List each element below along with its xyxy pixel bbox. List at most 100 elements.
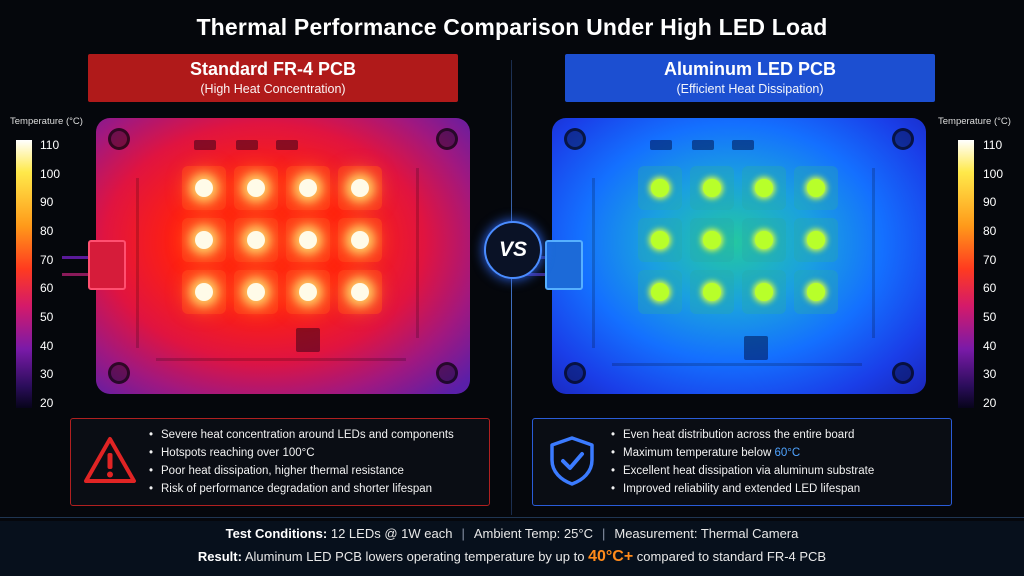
led-core [755, 179, 773, 197]
temperature-tick: 90 [983, 195, 997, 210]
led-hotspot [182, 270, 226, 314]
led-hotspot [638, 218, 682, 262]
temperature-ticks-right: 110 100 90 80 70 60 50 40 30 20 [983, 135, 1015, 413]
aluminum-subheading: (Efficient Heat Dissipation) [676, 82, 824, 96]
led-hotspot [286, 218, 330, 262]
temperature-scale-bar-right [958, 140, 974, 408]
footer: Test Conditions: 12 LEDs @ 1W each | Ambie… [0, 521, 1024, 576]
mounting-hole [564, 128, 586, 150]
list-item: Excellent heat dissipation via aluminum … [611, 462, 874, 480]
led-hotspot [794, 218, 838, 262]
temperature-tick: 100 [983, 166, 1004, 181]
led-core [755, 283, 773, 301]
led-core [247, 179, 265, 197]
led-core [755, 231, 773, 249]
led-hotspot [338, 166, 382, 210]
temperature-tick: 60 [983, 281, 997, 296]
fr4-wires [62, 256, 92, 276]
led-core [651, 231, 669, 249]
mounting-hole [892, 362, 914, 384]
aluminum-connector [545, 240, 583, 290]
condition-measurement: Measurement: Thermal Camera [614, 526, 799, 541]
led-hotspot [286, 270, 330, 314]
led-core [195, 283, 213, 301]
led-hotspot [794, 166, 838, 210]
led-hotspot [234, 166, 278, 210]
pcb-trace [612, 363, 862, 366]
led-hotspot [338, 270, 382, 314]
mounting-hole [564, 362, 586, 384]
max-temp-value: 60°C [774, 447, 801, 459]
led-core [299, 283, 317, 301]
led-core [651, 283, 669, 301]
fr4-banner: Standard FR-4 PCB (High Heat Concentrati… [88, 54, 458, 102]
led-hotspot [742, 218, 786, 262]
led-core [195, 231, 213, 249]
temperature-tick: 20 [40, 396, 54, 410]
pcb-trace [592, 178, 595, 348]
footer-divider [0, 517, 1024, 518]
list-item: Even heat distribution across the entire… [611, 426, 874, 444]
separator: | [601, 526, 606, 541]
result-prefix: Aluminum LED PCB lowers operating temper… [244, 549, 585, 564]
ic-chip [296, 328, 320, 352]
temperature-tick: 80 [40, 224, 54, 238]
temperature-scale-label-left: Temperature (°C) [10, 116, 83, 127]
fr4-subheading: (High Heat Concentration) [200, 82, 346, 96]
led-hotspot [234, 218, 278, 262]
pcb-trace [416, 168, 419, 338]
list-item: Hotspots reaching over 100°C [149, 444, 454, 462]
led-hotspot [690, 270, 734, 314]
aluminum-thermal-image [552, 118, 926, 394]
led-core [299, 179, 317, 197]
test-conditions: Test Conditions: 12 LEDs @ 1W each | Ambie… [0, 526, 1024, 541]
temperature-tick: 90 [40, 195, 54, 210]
ic-chip [744, 336, 768, 360]
condition-leds: 12 LEDs @ 1W each [330, 526, 453, 541]
led-hotspot [286, 166, 330, 210]
aluminum-heading: Aluminum LED PCB [663, 59, 836, 79]
led-core [195, 179, 213, 197]
pcb-trace [156, 358, 406, 361]
aluminum-bullet-list: Even heat distribution across the entire… [611, 426, 874, 498]
led-core [703, 231, 721, 249]
led-hotspot [638, 166, 682, 210]
temperature-tick: 30 [983, 367, 997, 382]
result-line: Result: Aluminum LED PCB lowers operatin… [0, 548, 1024, 566]
page-title: Thermal Performance Comparison Under Hig… [196, 14, 828, 40]
temperature-tick: 50 [40, 310, 54, 324]
mounting-hole [436, 362, 458, 384]
temperature-tick: 40 [40, 338, 54, 353]
led-hotspot [742, 166, 786, 210]
temperature-tick: 100 [40, 166, 61, 181]
separator: | [461, 526, 465, 541]
led-core [807, 283, 825, 301]
temperature-tick: 110 [983, 138, 1003, 152]
fr4-bullet-list: Severe heat concentration around LEDs an… [149, 426, 454, 498]
vs-badge: VS [484, 221, 542, 279]
temperature-tick: 110 [40, 138, 60, 152]
led-core [351, 179, 369, 197]
led-core [703, 283, 721, 301]
fr4-thermal-image [96, 118, 470, 394]
led-hotspot [182, 166, 226, 210]
mounting-hole [436, 128, 458, 150]
led-hotspot [690, 166, 734, 210]
component [650, 140, 672, 150]
list-item: Maximum temperature below 60°C [611, 444, 874, 462]
led-hotspot [638, 270, 682, 314]
temperature-tick: 30 [40, 367, 54, 382]
led-hotspot [690, 218, 734, 262]
led-hotspot [182, 218, 226, 262]
temperature-scale-label-right: Temperature (°C) [938, 116, 1011, 127]
fr4-info-box: Severe heat concentration around LEDs an… [70, 418, 490, 506]
led-core [807, 179, 825, 197]
component [236, 140, 258, 150]
temperature-tick: 20 [983, 396, 997, 410]
led-core [247, 231, 265, 249]
temperature-tick: 50 [983, 310, 997, 324]
center-divider [511, 60, 512, 515]
conditions-label: Test Conditions: [225, 526, 328, 541]
led-core [351, 283, 369, 301]
result-label: Result: [197, 549, 242, 564]
